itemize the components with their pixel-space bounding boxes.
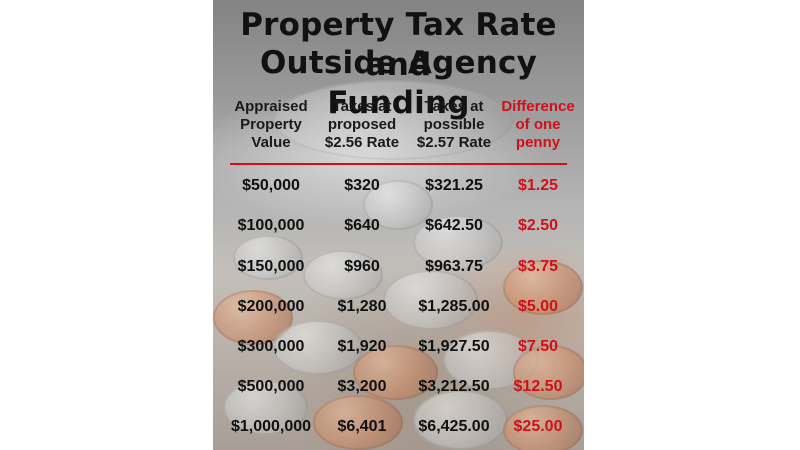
- cell-proposed-tax: $6,401: [337, 418, 387, 435]
- cell-possible-tax: $1,927.50: [418, 338, 490, 355]
- cell-appraised-value: $300,000: [237, 338, 305, 355]
- cell-difference: $2.50: [517, 217, 559, 234]
- header-possible-rate: Taxes at possible $2.57 Rate: [416, 98, 492, 151]
- header-difference: Difference of one penny: [501, 98, 575, 151]
- cell-possible-tax: $3,212.50: [418, 378, 490, 395]
- cell-proposed-tax: $640: [344, 217, 380, 234]
- cell-possible-tax: $321.25: [425, 177, 483, 194]
- header-divider: [230, 163, 567, 165]
- title-line-2: Outside Agency Funding: [260, 45, 537, 121]
- cell-appraised-value: $100,000: [237, 217, 305, 234]
- cell-proposed-tax: $960: [344, 258, 380, 275]
- cell-appraised-value: $150,000: [237, 258, 305, 275]
- cell-appraised-value: $200,000: [237, 298, 305, 315]
- cell-possible-tax: $963.75: [425, 258, 483, 275]
- cell-proposed-tax: $3,200: [337, 378, 387, 395]
- header-proposed-rate: Taxes at proposed $2.56 Rate: [324, 98, 400, 151]
- table-row: $500,000 $3,200 $3,212.50 $12.50: [213, 375, 584, 399]
- table-row: $100,000 $640 $642.50 $2.50: [213, 214, 584, 238]
- cell-difference: $12.50: [513, 378, 563, 395]
- header-appraised-value: Appraised Property Value: [234, 98, 308, 151]
- cell-possible-tax: $1,285.00: [418, 298, 490, 315]
- table-row: $300,000 $1,920 $1,927.50 $7.50: [213, 335, 584, 359]
- table-row: $150,000 $960 $963.75 $3.75: [213, 255, 584, 279]
- cell-appraised-value: $1,000,000: [230, 418, 312, 435]
- cell-possible-tax: $6,425.00: [418, 418, 490, 435]
- cell-difference: $25.00: [513, 418, 563, 435]
- tax-rate-graphic: Property Tax Rate and Outside Agency Fun…: [213, 0, 584, 450]
- title-line-1: Property Tax Rate and: [240, 7, 557, 83]
- cell-difference: $5.00: [517, 298, 559, 315]
- cell-appraised-value: $50,000: [242, 177, 300, 194]
- cell-difference: $7.50: [517, 338, 559, 355]
- cell-proposed-tax: $320: [344, 177, 380, 194]
- table-row: $50,000 $320 $321.25 $1.25: [213, 174, 584, 198]
- cell-proposed-tax: $1,280: [337, 298, 387, 315]
- table-row: $1,000,000 $6,401 $6,425.00 $25.00: [213, 415, 584, 439]
- cell-proposed-tax: $1,920: [337, 338, 387, 355]
- cell-possible-tax: $642.50: [425, 217, 483, 234]
- table-row: $200,000 $1,280 $1,285.00 $5.00: [213, 295, 584, 319]
- cell-difference: $3.75: [517, 258, 559, 275]
- cell-appraised-value: $500,000: [237, 378, 305, 395]
- cell-difference: $1.25: [517, 177, 559, 194]
